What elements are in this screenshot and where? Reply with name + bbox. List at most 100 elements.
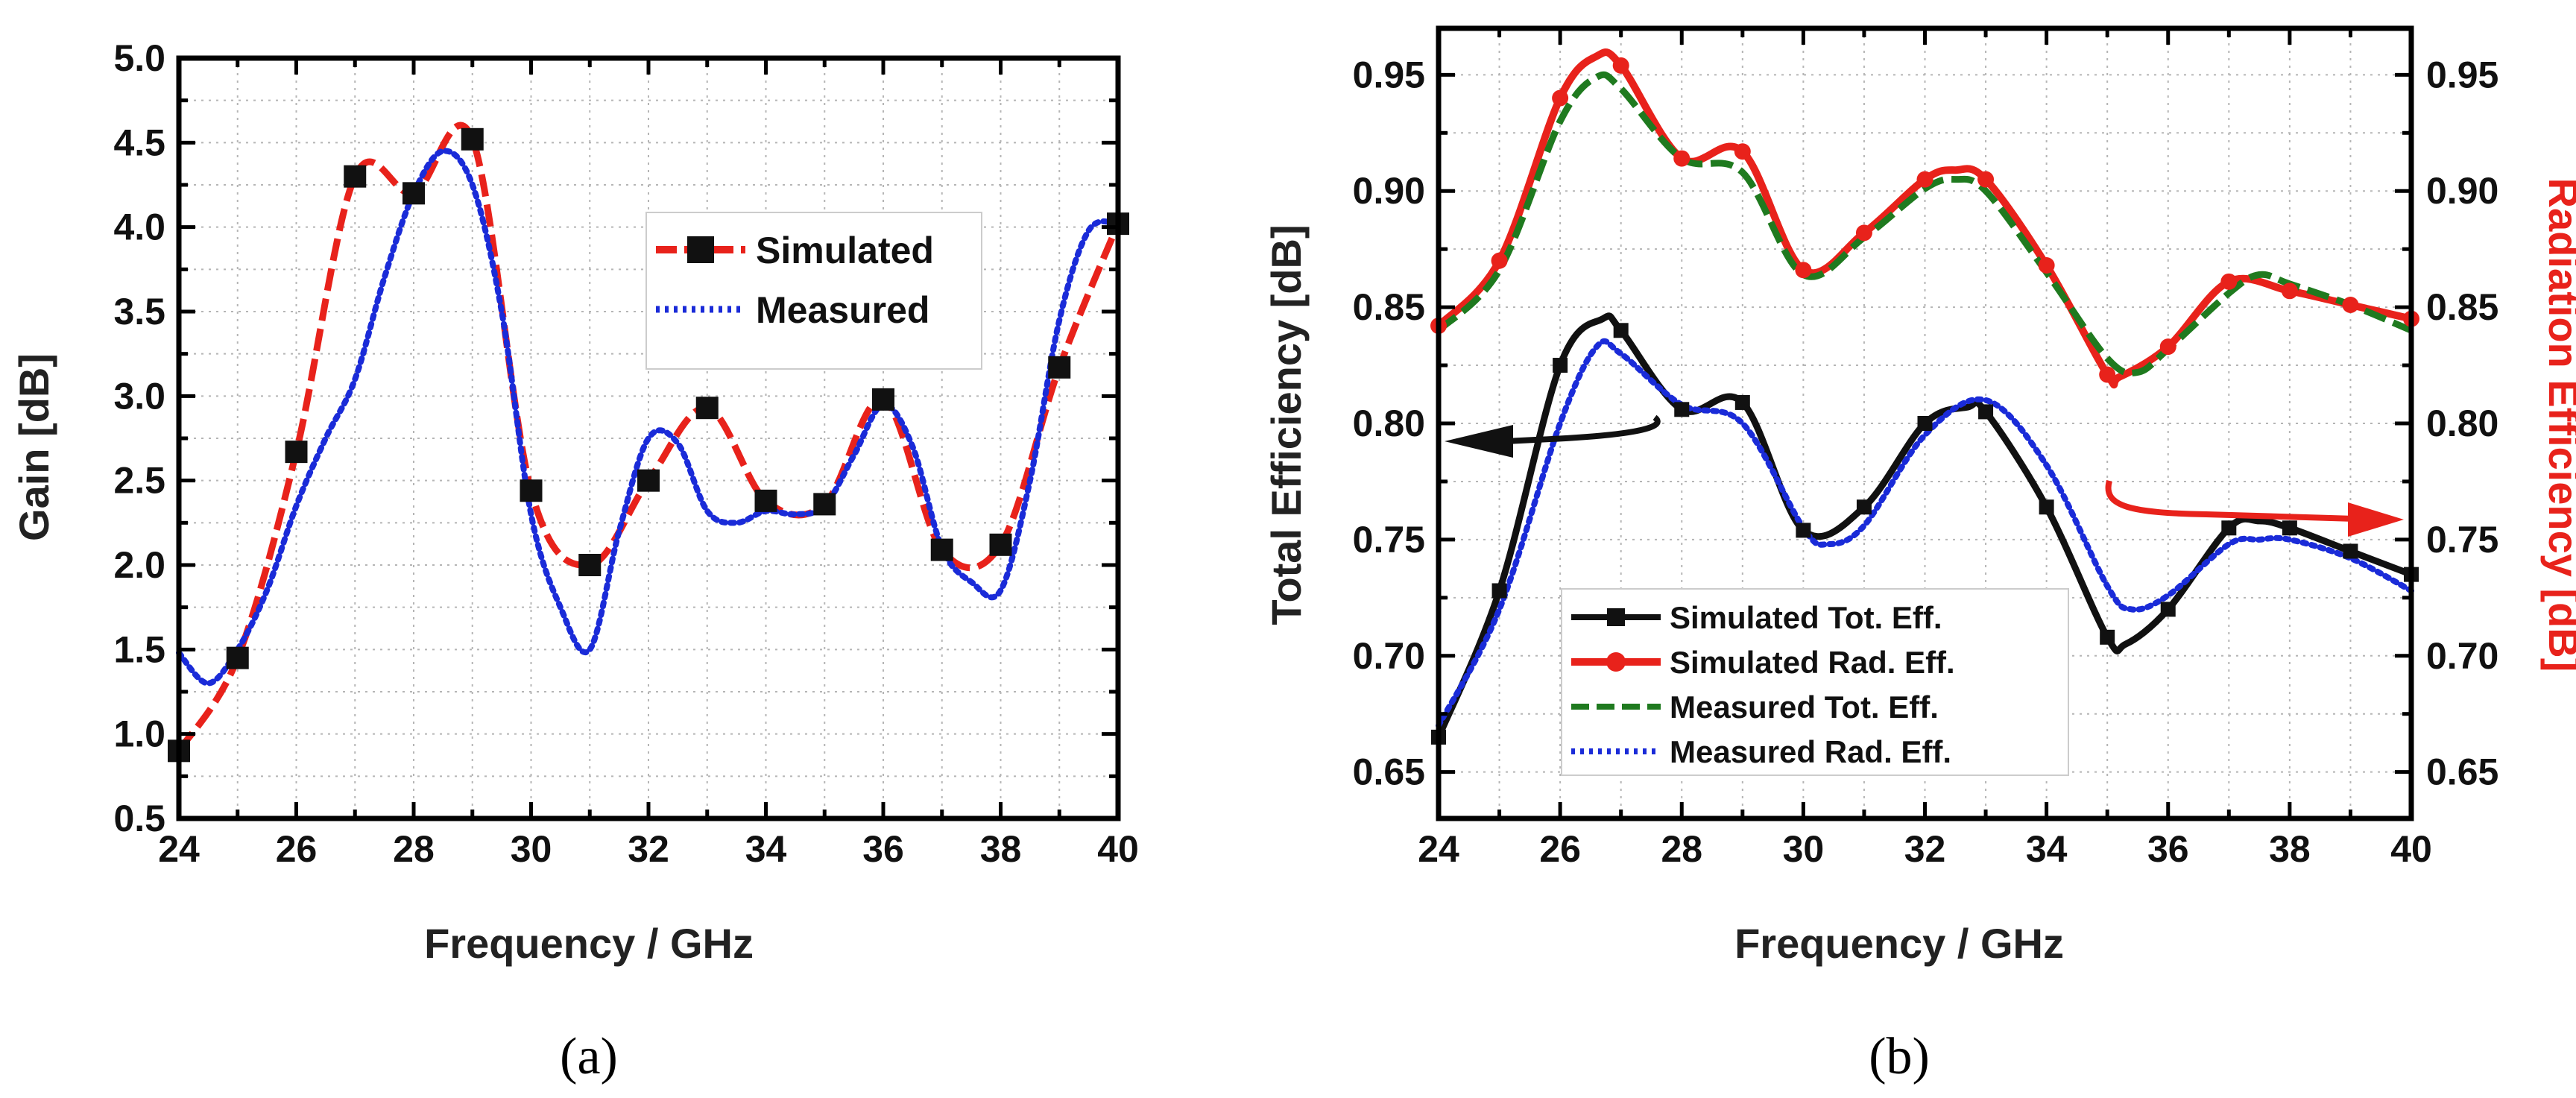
annotation-arrows-b bbox=[1445, 414, 2404, 537]
y-tick-label-right: 0.70 bbox=[2426, 635, 2498, 677]
legend-label-meas-rad: Measured Rad. Eff. bbox=[1670, 734, 1951, 769]
y-tick-label: 5.0 bbox=[113, 37, 165, 79]
series-line-simulated bbox=[176, 122, 1122, 753]
y-tick-label-right: 0.85 bbox=[2426, 286, 2498, 328]
y-tick-label: 1.5 bbox=[113, 628, 165, 670]
data-point bbox=[2159, 338, 2176, 356]
y-tick-label: 4.0 bbox=[113, 206, 165, 248]
data-point bbox=[1734, 143, 1751, 160]
x-tick-label: 40 bbox=[2390, 828, 2432, 870]
legend-label-simulated: Simulated bbox=[756, 230, 934, 271]
data-point bbox=[1734, 394, 1750, 410]
arrow-to-right-axis bbox=[2105, 479, 2356, 522]
x-axis-label-b: Frequency / GHz bbox=[1734, 920, 2064, 967]
y-tick-labels-left-b: 0.65 0.70 0.75 0.80 0.85 0.90 0.95 bbox=[1353, 54, 1425, 792]
x-tick-label: 26 bbox=[276, 828, 318, 870]
x-tick-label: 40 bbox=[1097, 828, 1139, 870]
series-line-measured-rad-eff bbox=[1436, 338, 2414, 729]
x-tick-label: 38 bbox=[980, 828, 1022, 870]
legend-b: Simulated Tot. Eff. Simulated Rad. Eff. … bbox=[1561, 588, 2069, 776]
data-point bbox=[2099, 366, 2116, 383]
data-point bbox=[754, 489, 777, 512]
data-point bbox=[1795, 262, 1812, 279]
y-tick-label: 0.5 bbox=[113, 798, 165, 839]
y-tick-label-right: 0.90 bbox=[2426, 170, 2498, 212]
y-axis-label-right-b: Radiation Efficiency [dB] bbox=[2540, 178, 2576, 672]
data-point bbox=[344, 165, 367, 188]
arrow-head-right bbox=[2348, 502, 2404, 537]
data-point bbox=[1977, 171, 1995, 188]
panel-label-a: (a) bbox=[560, 1028, 618, 1085]
y-tick-label-right: 0.75 bbox=[2426, 519, 2498, 561]
legend-label-sim-rad: Simulated Rad. Eff. bbox=[1670, 645, 1955, 680]
y-tick-label: 0.75 bbox=[1353, 519, 1425, 561]
data-point bbox=[2160, 602, 2176, 617]
data-point bbox=[520, 479, 543, 502]
y-tick-label: 0.95 bbox=[1353, 54, 1425, 95]
data-point bbox=[1978, 404, 1994, 420]
x-tick-label: 28 bbox=[1661, 828, 1702, 870]
series-line-measured bbox=[176, 148, 1121, 687]
data-point bbox=[2342, 297, 2359, 313]
data-point bbox=[226, 646, 249, 669]
data-point bbox=[2039, 499, 2054, 515]
data-point bbox=[1855, 224, 1872, 242]
data-point bbox=[2221, 520, 2237, 536]
x-tick-label: 30 bbox=[1783, 828, 1825, 870]
x-tick-labels-a: 24 26 28 30 32 34 36 38 40 bbox=[158, 828, 1139, 870]
x-tick-label: 30 bbox=[511, 828, 552, 870]
y-tick-label: 1.0 bbox=[113, 713, 165, 755]
legend-marker-simulated bbox=[687, 236, 714, 263]
data-point bbox=[2220, 273, 2238, 290]
legend-label-measured: Measured bbox=[756, 289, 929, 331]
legend-marker-sim-rad bbox=[1606, 652, 1626, 672]
chart-gain: 0.5 1.0 1.5 2.0 2.5 3.0 3.5 4.0 4.5 5.0 24 26 28 30 3… bbox=[10, 37, 1139, 1085]
legend-marker-sim-tot bbox=[1607, 608, 1625, 626]
x-axis-label-a: Frequency / GHz bbox=[424, 920, 754, 967]
data-point bbox=[813, 493, 836, 516]
arrow-to-left-axis bbox=[1505, 414, 1661, 444]
panel-label-b: (b) bbox=[1869, 1028, 1930, 1085]
data-point bbox=[1917, 416, 1933, 431]
data-point bbox=[2100, 629, 2115, 645]
data-point bbox=[989, 533, 1012, 556]
data-point bbox=[2343, 543, 2358, 559]
x-tick-label: 38 bbox=[2269, 828, 2311, 870]
data-point bbox=[285, 441, 308, 464]
x-tick-label: 32 bbox=[1904, 828, 1946, 870]
data-point bbox=[578, 554, 602, 576]
chart-efficiency: 0.65 0.70 0.75 0.80 0.85 0.90 0.95 0.65 0.70 0.7… bbox=[1263, 25, 2576, 1085]
y-tick-label: 0.65 bbox=[1353, 751, 1425, 793]
y-axis-label-a: Gain [dB] bbox=[10, 353, 57, 541]
data-point bbox=[461, 127, 484, 151]
y-tick-label: 0.80 bbox=[1353, 403, 1425, 444]
data-point bbox=[2282, 520, 2297, 536]
series-layer-b bbox=[1430, 48, 2419, 745]
data-point bbox=[1796, 523, 1811, 538]
data-point bbox=[637, 469, 660, 492]
data-point bbox=[402, 182, 425, 205]
legend-label-sim-tot: Simulated Tot. Eff. bbox=[1670, 600, 1942, 635]
y-tick-label-right: 0.65 bbox=[2426, 751, 2498, 793]
x-tick-label: 36 bbox=[862, 828, 904, 870]
data-point bbox=[1674, 402, 1690, 417]
data-point bbox=[1553, 358, 1568, 373]
x-tick-label: 26 bbox=[1539, 828, 1581, 870]
y-tick-label: 0.85 bbox=[1353, 286, 1425, 328]
y-tick-labels-a: 0.5 1.0 1.5 2.0 2.5 3.0 3.5 4.0 4.5 5.0 bbox=[113, 37, 165, 839]
y-tick-labels-right-b: 0.65 0.70 0.75 0.80 0.85 0.90 0.95 bbox=[2426, 54, 2498, 792]
data-point bbox=[1612, 57, 1629, 74]
data-point bbox=[1491, 583, 1507, 599]
data-point bbox=[695, 397, 719, 420]
x-tick-label: 36 bbox=[2147, 828, 2189, 870]
x-tick-label: 34 bbox=[745, 828, 787, 870]
x-tick-label: 24 bbox=[158, 828, 200, 870]
data-point bbox=[1552, 89, 1569, 107]
x-tick-labels-b: 24 26 28 30 32 34 36 38 40 bbox=[1418, 828, 2432, 870]
tick-marks-a bbox=[177, 56, 1120, 821]
y-tick-label: 4.5 bbox=[113, 122, 165, 163]
legend-a: Simulated Measured bbox=[645, 212, 982, 370]
y-tick-label: 2.5 bbox=[113, 460, 165, 502]
data-point bbox=[1856, 499, 1872, 515]
